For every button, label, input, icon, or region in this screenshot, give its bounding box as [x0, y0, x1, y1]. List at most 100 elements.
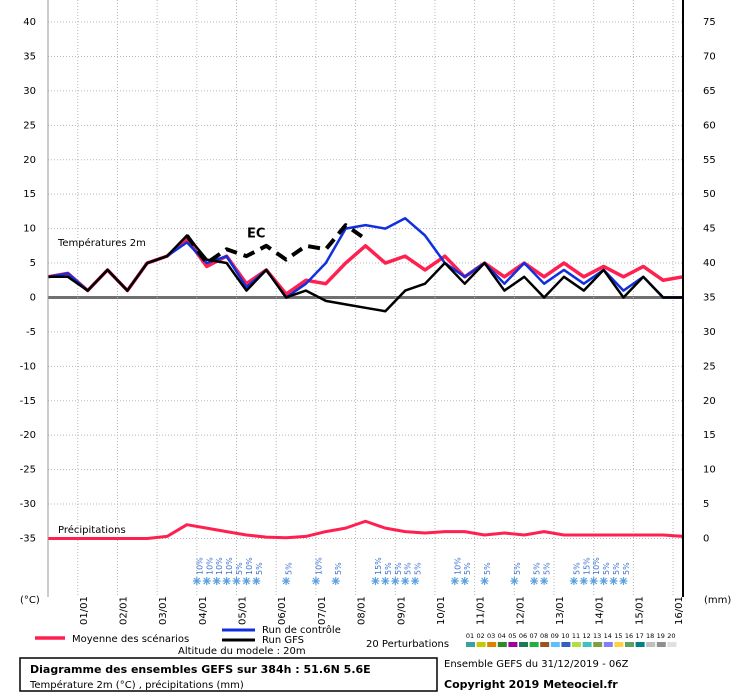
y-axis-label: (°C): [20, 595, 40, 606]
perturbation-number: 17: [635, 632, 643, 640]
y2-tick-label: 15: [703, 430, 716, 441]
y-tick-label: 30: [23, 86, 36, 97]
y-tick-label: -25: [20, 465, 36, 476]
footer-box: [19, 657, 438, 692]
perturbation-number: 04: [498, 632, 506, 640]
perturbation-number: 07: [529, 632, 537, 640]
footer-subtitle: Température 2m (°C) , précipitations (mm…: [29, 679, 244, 691]
snow-probability: 5%: [543, 562, 552, 575]
snow-probability: 10%: [592, 557, 601, 575]
snow-probability: 5%: [285, 562, 294, 575]
snowflake: [450, 577, 459, 585]
y2-tick-label: 60: [703, 120, 716, 131]
run-info: Ensemble GEFS du 31/12/2019 - 06Z: [444, 659, 629, 670]
perturbation-number: 13: [593, 632, 601, 640]
x-tick-label: 04/01: [198, 596, 209, 625]
x-tick-label: 02/01: [118, 596, 129, 625]
perturbation-number: 19: [657, 632, 665, 640]
y-tick-label: 15: [23, 189, 36, 200]
perturbation-number: 08: [540, 632, 548, 640]
snowflake: [589, 577, 598, 585]
snowflake: [202, 577, 211, 585]
snowflake: [569, 577, 578, 585]
perturbation-swatch: [625, 642, 634, 647]
snowflake: [510, 577, 519, 585]
x-tick-label: 01/01: [79, 596, 90, 625]
snow-probability: 5%: [384, 562, 393, 575]
snowflake: [599, 577, 608, 585]
perturbation-swatch: [656, 642, 666, 647]
x-tick-label: 13/01: [555, 596, 566, 625]
snow-probability: 10%: [245, 557, 254, 575]
y-tick-label: 5: [30, 258, 36, 269]
plot: [47, 217, 684, 540]
perturbation-swatch: [519, 642, 528, 647]
precip-label: Précipitations: [58, 524, 126, 536]
snow-probability: 5%: [572, 562, 581, 575]
perturbation-number: 11: [572, 632, 580, 640]
snowflake: [579, 577, 588, 585]
footer-title: Diagramme des ensembles GEFS sur 384h : …: [30, 663, 371, 676]
y-tick-label: -10: [20, 361, 36, 372]
perturbation-number: 18: [646, 632, 654, 640]
y2-tick-label: 50: [703, 189, 716, 200]
snow-probability: 5%: [602, 562, 611, 575]
snow-probability: 5%: [622, 562, 631, 575]
y2-tick-label: 35: [703, 292, 716, 303]
snowflake: [411, 577, 420, 585]
perturbations-label: 20 Perturbations: [366, 639, 449, 650]
perturbation-number: 09: [551, 632, 559, 640]
legend-label: Run de contrôle: [262, 624, 341, 636]
perturbation-swatch: [635, 642, 645, 647]
perturbation-number: 05: [508, 632, 516, 640]
x-tick-label: 06/01: [277, 596, 288, 625]
snow-probability: 5%: [463, 562, 472, 575]
snow-probability: 5%: [404, 562, 413, 575]
y-tick-label: 35: [23, 51, 36, 62]
perturbation-number: 14: [604, 632, 612, 640]
y2-tick-label: 30: [703, 327, 716, 338]
snow-probability: 5%: [612, 562, 621, 575]
grid: [48, 0, 683, 597]
y-tick-label: 20: [23, 155, 36, 166]
snowflake: [311, 577, 320, 585]
y-tick-label: 0: [30, 292, 36, 303]
perturbation-number: 15: [614, 632, 622, 640]
y2-tick-label: 20: [703, 396, 716, 407]
x-tick-label: 10/01: [436, 596, 447, 625]
x-tick-label: 08/01: [357, 596, 368, 625]
snow-probability: 10%: [314, 557, 323, 575]
series-line: [48, 234, 683, 313]
x-tick-label: 03/01: [158, 596, 169, 625]
perturbation-swatch: [593, 642, 603, 647]
snow-probability: 10%: [195, 557, 204, 575]
snow-probability: 5%: [533, 562, 542, 575]
snow-probability: 5%: [414, 562, 423, 575]
snowflake: [391, 577, 400, 585]
y-tick-label: -20: [20, 430, 36, 441]
y-tick-label: -5: [26, 327, 36, 338]
perturbation-swatch: [508, 642, 518, 647]
x-tick-label: 09/01: [396, 596, 407, 625]
snow-probability: 5%: [235, 562, 244, 575]
snow-probability: 10%: [205, 557, 214, 575]
snowflake: [331, 577, 340, 585]
snowflake: [540, 577, 549, 585]
y2-tick-label: 45: [703, 224, 716, 235]
perturbation-number: 16: [625, 632, 633, 640]
legend: Moyenne des scénarios Run de contrôle Ru…: [35, 624, 449, 657]
perturbation-number: 01: [466, 632, 474, 640]
snow-probability: 5%: [334, 562, 343, 575]
snowflake: [242, 577, 251, 585]
ec-label: EC: [247, 227, 265, 242]
y2-tick-label: 0: [703, 533, 709, 544]
x-tick-label: 12/01: [515, 596, 526, 625]
perturbation-number: 06: [519, 632, 527, 640]
snowflake: [480, 577, 489, 585]
perturbation-swatch: [550, 642, 560, 647]
x-tick-label: 11/01: [476, 596, 487, 625]
y2-tick-label: 10: [703, 465, 716, 476]
y-tick-label: -30: [20, 499, 36, 510]
